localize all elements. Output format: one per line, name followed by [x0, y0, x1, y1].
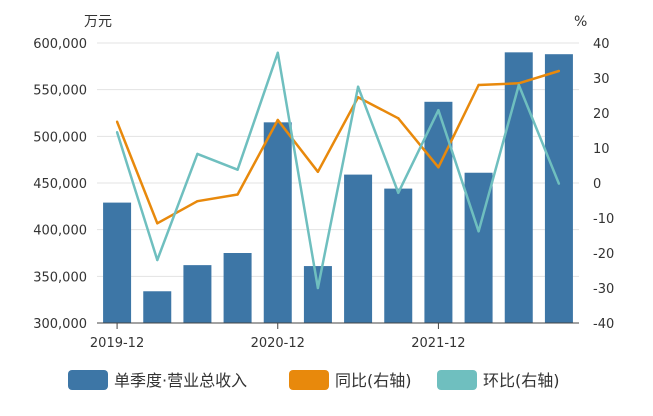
legend-swatch — [68, 370, 108, 390]
series-line — [115, 69, 560, 225]
series-point — [196, 152, 199, 156]
bar — [303, 266, 332, 323]
left-tick-label: 600,000 — [33, 37, 87, 52]
series-point — [437, 166, 440, 169]
series-point — [557, 69, 561, 73]
series-point — [477, 230, 480, 233]
left-tick-label: 400,000 — [33, 224, 87, 239]
x-tick-label: 2019-12 — [90, 336, 144, 351]
series-line — [115, 51, 561, 290]
series-point — [276, 51, 279, 54]
bar — [544, 54, 573, 323]
left-tick-label: 300,000 — [33, 317, 87, 332]
legend-item[interactable]: 同比(右轴) — [289, 370, 412, 390]
legend-label: 同比(右轴) — [335, 371, 412, 390]
legend-swatch — [289, 370, 329, 390]
bar — [384, 188, 413, 323]
left-axis-unit: 万元 — [84, 14, 112, 30]
bar-series — [103, 52, 573, 323]
right-tick-label: 20 — [593, 107, 610, 122]
legend-item[interactable]: 环比(右轴) — [437, 370, 560, 390]
series-point — [156, 222, 159, 225]
right-tick-label: -30 — [593, 282, 614, 297]
bar — [223, 253, 252, 323]
right-tick-label: 30 — [593, 72, 610, 87]
legend-label: 单季度·营业总收入 — [114, 371, 247, 390]
series-point — [477, 83, 480, 87]
series-point — [156, 258, 159, 262]
legend[interactable]: 单季度·营业总收入 同比(右轴) 环比(右轴) — [68, 370, 560, 390]
left-tick-label: 350,000 — [33, 270, 87, 285]
series-point — [517, 82, 520, 85]
line-series — [115, 51, 561, 290]
right-tick-label: 10 — [593, 142, 610, 157]
bar — [103, 202, 132, 323]
series-point — [316, 286, 320, 290]
left-tick-label: 550,000 — [33, 84, 87, 99]
series-point — [557, 182, 561, 185]
bar — [424, 101, 453, 323]
series-point — [517, 83, 520, 87]
bar — [183, 265, 212, 323]
right-axis-unit: % — [574, 14, 587, 30]
bar — [504, 52, 533, 323]
bar — [344, 174, 373, 323]
series-point — [115, 131, 119, 134]
series-point — [276, 118, 279, 122]
series-point — [236, 193, 239, 196]
series-point — [397, 117, 400, 120]
series-point — [397, 191, 400, 194]
series-point — [115, 120, 119, 123]
series-point — [236, 168, 239, 171]
left-tick-label: 450,000 — [33, 177, 87, 192]
x-tick-label: 2021-12 — [411, 336, 465, 351]
bar — [143, 291, 172, 323]
right-tick-label: 0 — [593, 177, 601, 192]
series-point — [356, 96, 360, 99]
legend-label: 环比(右轴) — [483, 371, 560, 390]
bar — [263, 122, 292, 323]
x-tick-label: 2020-12 — [251, 336, 305, 351]
right-tick-label: 40 — [593, 37, 610, 52]
left-tick-label: 500,000 — [33, 130, 87, 145]
right-tick-label: -40 — [593, 317, 614, 332]
right-tick-label: -10 — [593, 212, 614, 227]
series-point — [356, 85, 360, 88]
axes: 300,000 350,000 400,000 450,000 500,000 550,0… — [33, 37, 614, 351]
legend-item[interactable]: 单季度·营业总收入 — [68, 370, 247, 390]
right-tick-label: -20 — [593, 247, 614, 262]
series-point — [196, 200, 199, 203]
series-point — [316, 170, 320, 173]
series-point — [437, 109, 440, 112]
legend-swatch — [437, 370, 477, 390]
